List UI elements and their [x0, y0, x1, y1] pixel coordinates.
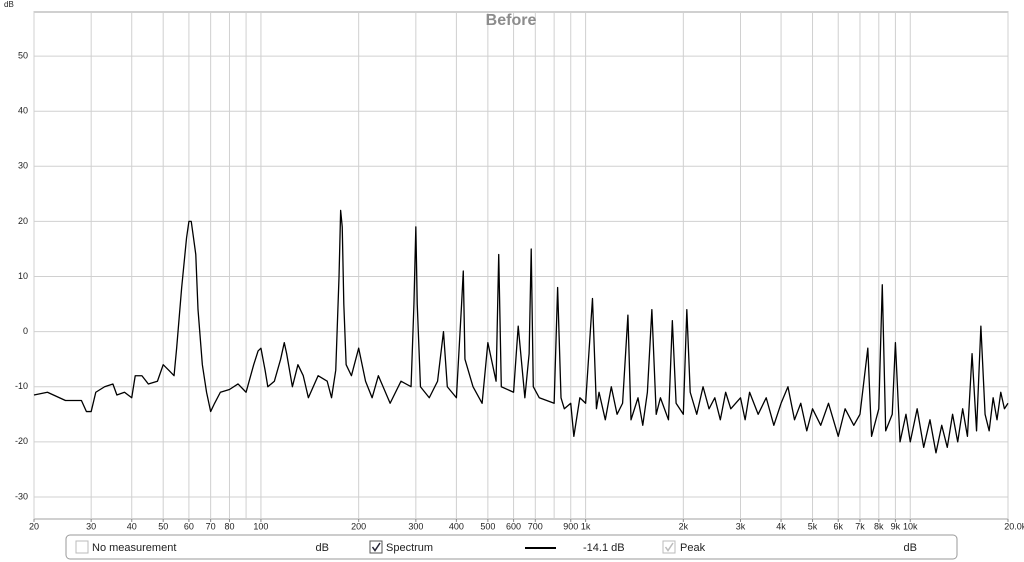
- x-tick-label: 300: [408, 521, 423, 531]
- x-tick-label: 40: [127, 521, 137, 531]
- y-tick-label: 40: [18, 106, 28, 116]
- spectrum-checkbox[interactable]: [369, 540, 383, 554]
- x-tick-label: 4k: [776, 521, 786, 531]
- no-measurement-checkbox[interactable]: [75, 540, 89, 554]
- peak-checkbox-tick: [664, 542, 674, 552]
- no-measurement-unit: dB: [316, 542, 329, 554]
- y-tick-label: -20: [15, 436, 28, 446]
- x-tick-label: 5k: [808, 521, 818, 531]
- x-tick-label: 30: [86, 521, 96, 531]
- x-tick-label: 6k: [833, 521, 843, 531]
- x-tick-label: 60: [184, 521, 194, 531]
- y-tick-label: 50: [18, 50, 28, 60]
- x-tick-label: 8k: [874, 521, 884, 531]
- y-tick-label: 10: [18, 271, 28, 281]
- no-measurement-label: No measurement: [92, 542, 176, 554]
- x-tick-label: 2k: [679, 521, 689, 531]
- x-tick-label: 1k: [581, 521, 591, 531]
- x-tick-label: 600: [506, 521, 521, 531]
- x-tick-label: 10k: [903, 521, 918, 531]
- x-tick-label: 400: [449, 521, 464, 531]
- legend-bar: No measurement dB Spectrum -14.1 dB Peak dB: [65, 534, 958, 560]
- legend-series-name: Spectrum: [386, 542, 433, 554]
- x-tick-label: 700: [528, 521, 543, 531]
- x-tick-label: 200: [351, 521, 366, 531]
- x-tick-label: 7k: [855, 521, 865, 531]
- chart-title: Before: [486, 12, 537, 29]
- x-tick-label: 70: [206, 521, 216, 531]
- y-axis-label: dB: [4, 0, 14, 9]
- x-tick-label: 80: [224, 521, 234, 531]
- grid: [33, 12, 1009, 519]
- peak-checkbox[interactable]: [662, 540, 676, 554]
- y-tick-label: 0: [23, 326, 28, 336]
- legend-series-value: -14.1 dB: [583, 542, 625, 554]
- x-tick-label: 20: [29, 521, 39, 531]
- y-tick-label: -10: [15, 381, 28, 391]
- x-tick-label: 9k: [891, 521, 901, 531]
- legend-frame: [65, 534, 958, 560]
- x-tick-label: 50: [158, 521, 168, 531]
- x-tick-label: 500: [480, 521, 495, 531]
- spectrum-checkbox-tick: [371, 542, 381, 552]
- peak-label: Peak: [680, 542, 706, 554]
- x-tick-label: 100: [253, 521, 268, 531]
- plot-area: [33, 11, 1009, 520]
- y-tick-label: 30: [18, 161, 28, 171]
- peak-unit: dB: [904, 542, 917, 554]
- y-tick-label: 20: [18, 216, 28, 226]
- x-tick-label: 900: [563, 521, 578, 531]
- spectrum-line: [33, 209, 1009, 454]
- y-tick-label: -30: [15, 491, 28, 501]
- x-tick-label: 3k: [736, 521, 746, 531]
- x-tick-label: 20.0k Hz: [1004, 521, 1024, 531]
